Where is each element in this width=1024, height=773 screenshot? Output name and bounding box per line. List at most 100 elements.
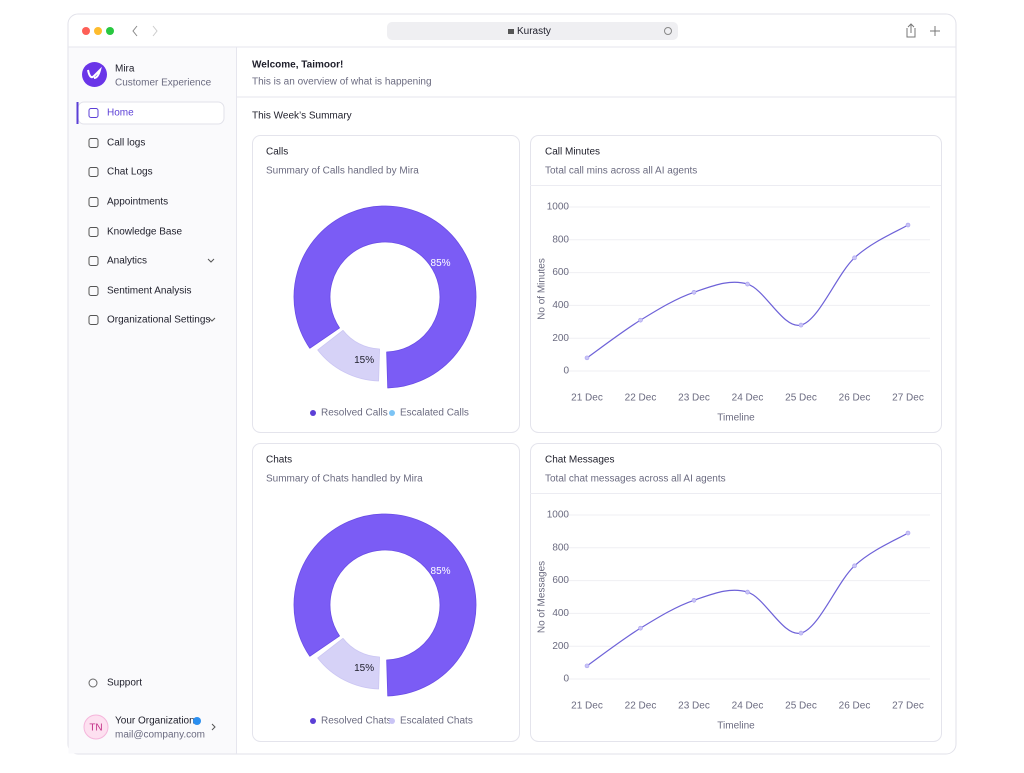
legend-swatch bbox=[389, 410, 395, 416]
card-title: Call Minutes bbox=[545, 147, 600, 158]
legend-swatch bbox=[310, 410, 316, 416]
pie-label: 15% bbox=[354, 355, 374, 366]
y-axis-label: No of Messages bbox=[537, 561, 548, 633]
y-tick-label: 600 bbox=[552, 575, 569, 586]
card bbox=[530, 443, 942, 742]
new-tab-button[interactable] bbox=[930, 26, 940, 36]
share-button[interactable] bbox=[906, 23, 916, 38]
account-name: Your Organization bbox=[115, 716, 195, 727]
y-axis-label: No of Minutes bbox=[537, 258, 548, 320]
pie-label: 85% bbox=[431, 566, 451, 577]
x-tick-label: 21 Dec bbox=[571, 393, 603, 404]
nav-icon bbox=[88, 138, 99, 148]
card-subtitle: Total call mins across all AI agents bbox=[545, 166, 697, 177]
nav-item[interactable]: Appointments bbox=[107, 197, 168, 208]
line-point bbox=[691, 289, 697, 295]
nav-item[interactable]: Knowledge Base bbox=[107, 227, 182, 238]
sidebar bbox=[68, 47, 237, 754]
welcome-subtitle: This is an overview of what is happening bbox=[252, 77, 432, 88]
lock-icon bbox=[508, 29, 514, 34]
support-icon bbox=[88, 678, 98, 688]
x-tick-label: 23 Dec bbox=[678, 701, 710, 712]
avatar bbox=[83, 714, 109, 740]
close-button[interactable] bbox=[82, 27, 90, 35]
card-subtitle: Summary of Chats handled by Mira bbox=[266, 474, 423, 485]
pie-label: 15% bbox=[354, 663, 374, 674]
x-tick-label: 22 Dec bbox=[625, 393, 657, 404]
x-tick-label: 22 Dec bbox=[625, 701, 657, 712]
x-tick-label: 27 Dec bbox=[892, 701, 924, 712]
reload-button[interactable] bbox=[664, 27, 672, 35]
back-button[interactable] bbox=[132, 25, 138, 37]
line-point bbox=[691, 597, 697, 603]
nav-icon bbox=[88, 227, 99, 237]
brand-subtitle: Customer Experience bbox=[115, 78, 212, 89]
x-tick-label: 26 Dec bbox=[839, 701, 871, 712]
x-tick-label: 21 Dec bbox=[571, 701, 603, 712]
y-tick-label: 600 bbox=[552, 267, 569, 278]
pie-slice bbox=[293, 205, 477, 389]
y-tick-label: 400 bbox=[552, 608, 569, 619]
x-axis-label: Timeline bbox=[717, 413, 755, 424]
nav-item[interactable]: Analytics bbox=[107, 256, 147, 267]
y-tick-label: 800 bbox=[552, 542, 569, 553]
zoom-button[interactable] bbox=[106, 27, 114, 35]
card-title: Chat Messages bbox=[545, 455, 614, 466]
x-tick-label: 27 Dec bbox=[892, 393, 924, 404]
welcome-title: Welcome, Taimoor! bbox=[252, 60, 343, 71]
card-subtitle: Total chat messages across all AI agents bbox=[545, 474, 726, 485]
line-point bbox=[798, 630, 804, 636]
legend-label: Resolved Chats bbox=[321, 716, 392, 727]
account-email: mail@company.com bbox=[115, 730, 205, 741]
legend-label: Escalated Chats bbox=[400, 716, 473, 727]
nav-item[interactable]: Call logs bbox=[107, 138, 145, 149]
x-axis-label: Timeline bbox=[717, 721, 755, 732]
nav-chevron bbox=[208, 317, 216, 322]
nav-item[interactable]: Sentiment Analysis bbox=[107, 286, 192, 297]
line-point bbox=[584, 355, 590, 361]
y-tick-label: 200 bbox=[552, 333, 569, 344]
line-point bbox=[584, 663, 590, 669]
nav-icon bbox=[88, 108, 99, 118]
card-subtitle: Summary of Calls handled by Mira bbox=[266, 166, 419, 177]
x-tick-label: 25 Dec bbox=[785, 393, 817, 404]
nav-icon bbox=[88, 256, 99, 266]
address-bar[interactable] bbox=[387, 22, 678, 40]
x-tick-label: 24 Dec bbox=[732, 701, 764, 712]
line-point bbox=[638, 317, 643, 323]
brand-name: Mira bbox=[115, 64, 135, 75]
nav-icon bbox=[88, 167, 99, 177]
nav-icon bbox=[88, 197, 99, 207]
card bbox=[530, 135, 942, 433]
avatar-initials: TN bbox=[89, 723, 102, 734]
x-tick-label: 24 Dec bbox=[732, 393, 764, 404]
line-point bbox=[798, 322, 804, 328]
y-tick-label: 1000 bbox=[547, 510, 570, 521]
line-point bbox=[905, 222, 911, 228]
account-chevron[interactable] bbox=[211, 723, 216, 731]
card bbox=[252, 135, 520, 433]
pie-label: 85% bbox=[431, 258, 451, 269]
legend-label: Escalated Calls bbox=[400, 408, 469, 419]
line-point bbox=[852, 563, 857, 569]
forward-button[interactable] bbox=[152, 25, 158, 37]
legend-swatch bbox=[310, 718, 316, 724]
nav-item[interactable]: Organizational Settings bbox=[107, 315, 210, 326]
section-title: This Week’s Summary bbox=[252, 111, 352, 122]
nav-chevron bbox=[207, 258, 215, 263]
y-tick-label: 0 bbox=[563, 674, 569, 685]
verified-badge bbox=[193, 717, 201, 725]
legend-label: Resolved Calls bbox=[321, 408, 388, 419]
line-point bbox=[638, 625, 643, 631]
minimize-button[interactable] bbox=[94, 27, 102, 35]
nav-item[interactable]: Home bbox=[107, 108, 134, 119]
line-point bbox=[745, 281, 750, 287]
nav-item[interactable]: Chat Logs bbox=[107, 167, 153, 178]
line-point bbox=[745, 589, 750, 595]
support-link[interactable]: Support bbox=[107, 678, 142, 689]
y-tick-label: 800 bbox=[552, 234, 569, 245]
brand-logo-mark bbox=[87, 66, 102, 79]
url: Kurasty bbox=[517, 26, 551, 37]
x-tick-label: 23 Dec bbox=[678, 393, 710, 404]
